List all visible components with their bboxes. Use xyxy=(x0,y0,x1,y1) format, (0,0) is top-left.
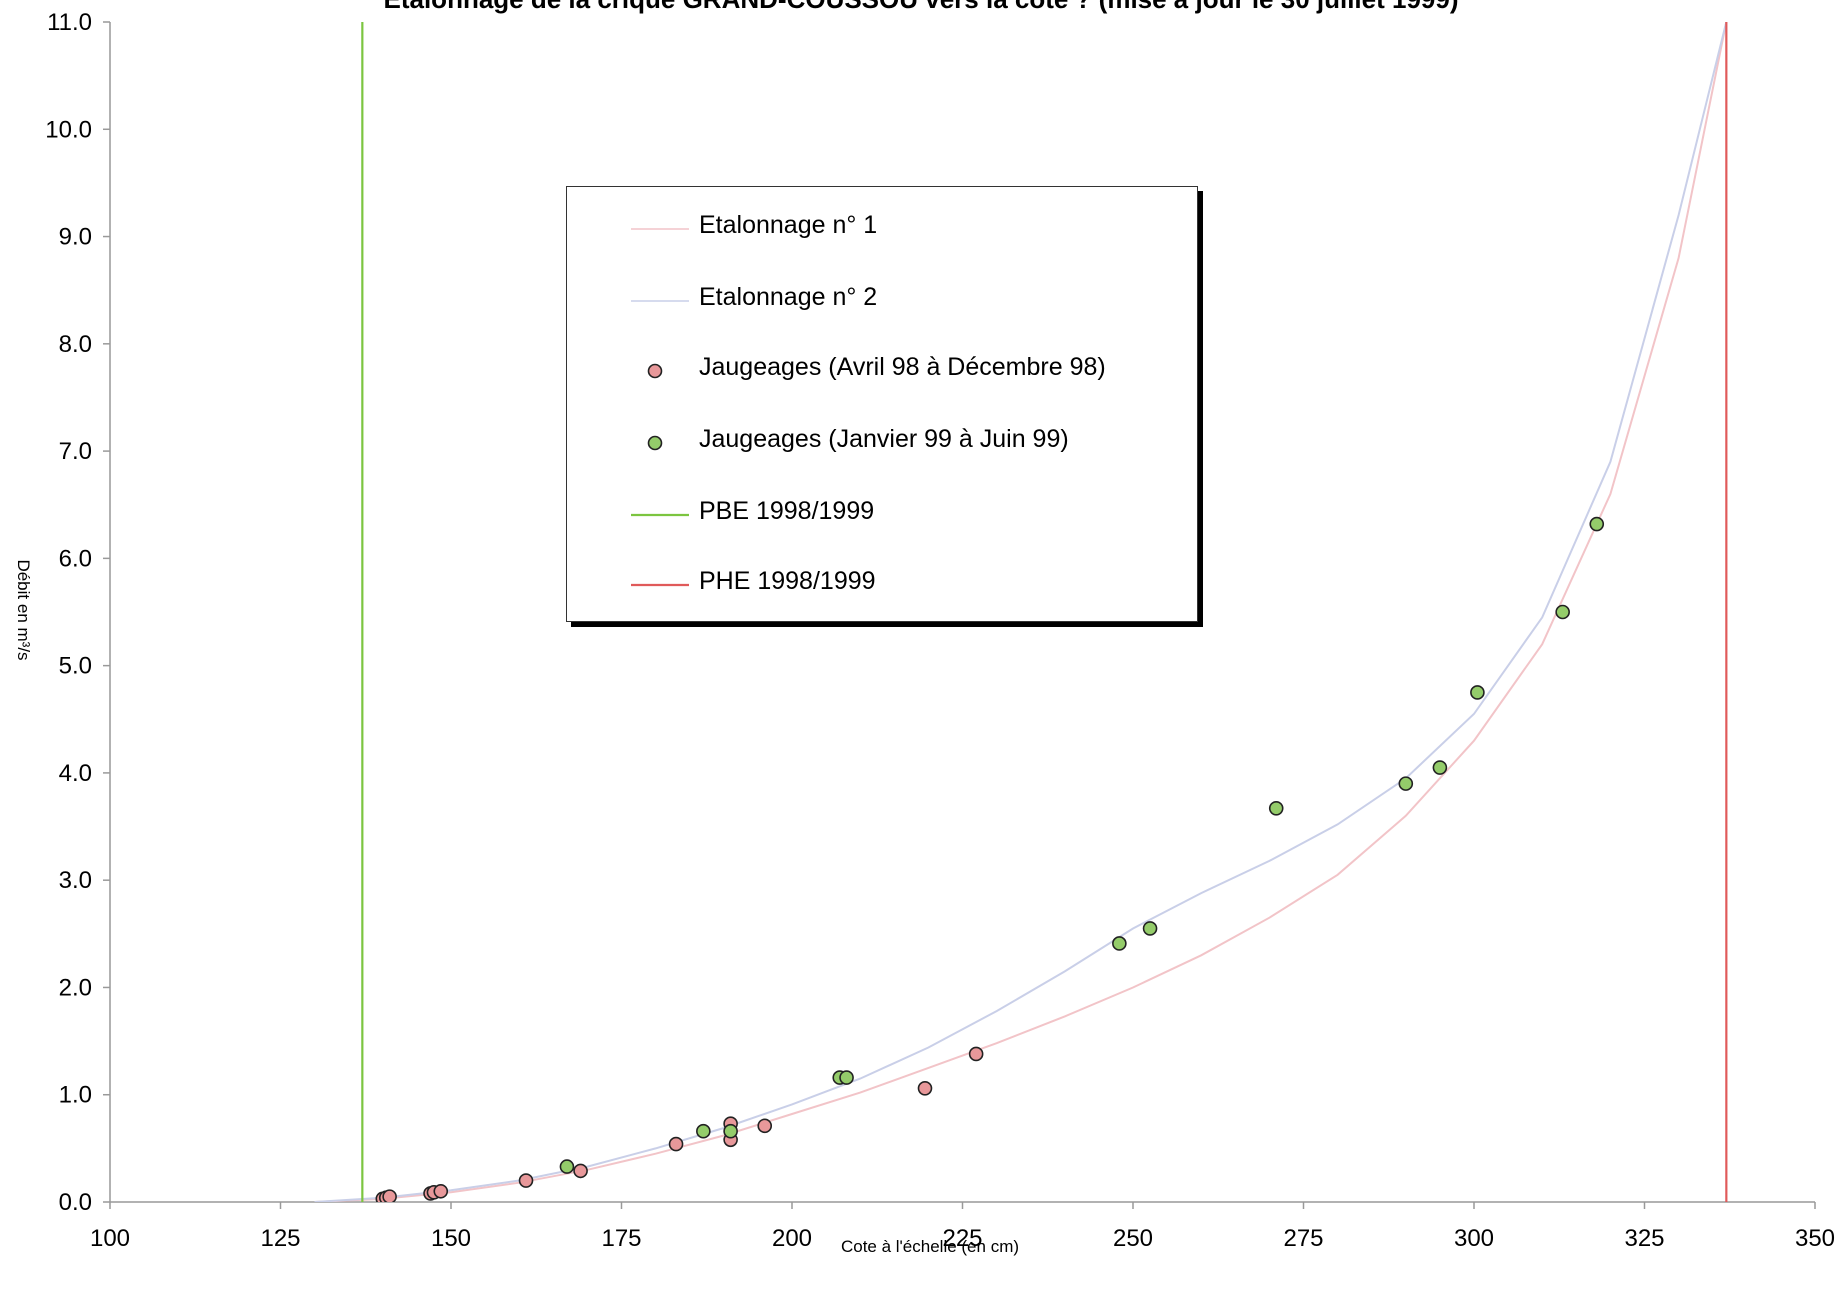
x-tick-label: 275 xyxy=(1283,1225,1323,1252)
legend-item: Etalonnage n° 2 xyxy=(567,277,1197,317)
legend-item: PHE 1998/1999 xyxy=(567,561,1197,601)
curves-layer xyxy=(314,22,1728,1202)
x-tick-label: 350 xyxy=(1795,1225,1835,1252)
x-tick-label: 325 xyxy=(1624,1225,1664,1252)
x-tick-label: 250 xyxy=(1113,1225,1153,1252)
legend-symbol xyxy=(647,363,663,379)
y-tick-label: 4.0 xyxy=(59,760,92,787)
legend-symbol xyxy=(631,513,689,517)
legend-label: Etalonnage n° 2 xyxy=(699,283,878,311)
series-4-point xyxy=(696,1123,711,1139)
y-tick-label: 5.0 xyxy=(59,653,92,680)
legend-label: Etalonnage n° 1 xyxy=(699,211,878,239)
legend-symbol xyxy=(631,583,689,587)
calibration-curve-2 xyxy=(314,22,1728,1202)
x-tick-label: 200 xyxy=(772,1225,812,1252)
y-tick-label: 8.0 xyxy=(59,331,92,358)
y-tick-label: 2.0 xyxy=(59,974,92,1001)
series-4-point xyxy=(839,1070,854,1085)
series-4-point xyxy=(1112,936,1127,951)
legend-marker xyxy=(647,363,663,379)
legend-item: Etalonnage n° 1 xyxy=(567,205,1197,245)
legend: Etalonnage n° 1 Etalonnage n° 2 Jaugeages … xyxy=(566,186,1198,622)
legend-marker xyxy=(647,435,663,451)
points-layer xyxy=(375,516,1605,1202)
x-tick-label: 125 xyxy=(260,1225,300,1252)
series-4-point xyxy=(1398,776,1414,791)
legend-label: PBE 1998/1999 xyxy=(699,497,875,525)
x-tick-label: 175 xyxy=(601,1225,641,1252)
x-tick-label: 225 xyxy=(942,1225,982,1252)
y-tick-label: 1.0 xyxy=(59,1082,92,1109)
legend-symbol xyxy=(647,435,663,451)
calibration-curve-1 xyxy=(314,22,1728,1202)
x-axis-label: Cote à l'échelle (en cm) xyxy=(841,1237,1019,1256)
y-tick-label: 10.0 xyxy=(45,116,92,143)
legend-label: PHE 1998/1999 xyxy=(699,567,876,595)
y-tick-label: 3.0 xyxy=(59,867,92,894)
plot-area xyxy=(314,22,1728,1202)
legend-label: Jaugeages (Avril 98 à Décembre 98) xyxy=(699,353,1106,381)
series-4-point xyxy=(723,1123,738,1139)
legend-symbol xyxy=(631,228,689,230)
series-4-point xyxy=(559,1159,575,1174)
series-4-point xyxy=(1268,801,1284,816)
series-3-point xyxy=(382,1189,397,1202)
series-4-point xyxy=(1432,760,1448,775)
y-tick-label: 6.0 xyxy=(59,545,92,572)
series-3-point xyxy=(757,1118,773,1134)
series-4-point xyxy=(1470,685,1485,700)
series-3-point xyxy=(968,1046,984,1062)
series-3-point xyxy=(573,1163,588,1179)
chart-title: Etalonnage de la crique GRAND-COUSSOU ve… xyxy=(384,0,1459,14)
y-tick-label: 9.0 xyxy=(59,224,92,251)
x-tick-label: 300 xyxy=(1454,1225,1494,1252)
legend-item: PBE 1998/1999 xyxy=(567,491,1197,531)
legend-item: Jaugeages (Avril 98 à Décembre 98) xyxy=(567,347,1197,387)
y-axis-ticks: 0.0 1.0 2.0 3.0 4.0 5.0 6.0 7.0 8.0 9.0 10.0 11.0 xyxy=(45,9,110,1216)
series-3-point xyxy=(433,1183,449,1199)
x-tick-label: 100 xyxy=(90,1225,130,1252)
y-tick-label: 0.0 xyxy=(59,1189,92,1216)
series-4-point xyxy=(1142,921,1158,936)
series-4-point xyxy=(1555,604,1570,620)
series-3-point xyxy=(518,1173,534,1188)
series-3-point xyxy=(917,1080,933,1096)
legend-label: Jaugeages (Janvier 99 à Juin 99) xyxy=(699,425,1069,453)
x-axis-ticks: 100 125 150 175 200 225 250 275 300 325 350 xyxy=(90,1202,1835,1252)
x-tick-label: 150 xyxy=(431,1225,471,1252)
y-tick-label: 7.0 xyxy=(59,438,92,465)
legend-symbol xyxy=(631,300,689,302)
y-tick-label: 11.0 xyxy=(47,9,92,36)
y-axis-label: Débit en m³/s xyxy=(14,559,33,660)
series-4-point xyxy=(1589,516,1605,532)
legend-item: Jaugeages (Janvier 99 à Juin 99) xyxy=(567,419,1197,459)
series-3-point xyxy=(668,1136,684,1152)
